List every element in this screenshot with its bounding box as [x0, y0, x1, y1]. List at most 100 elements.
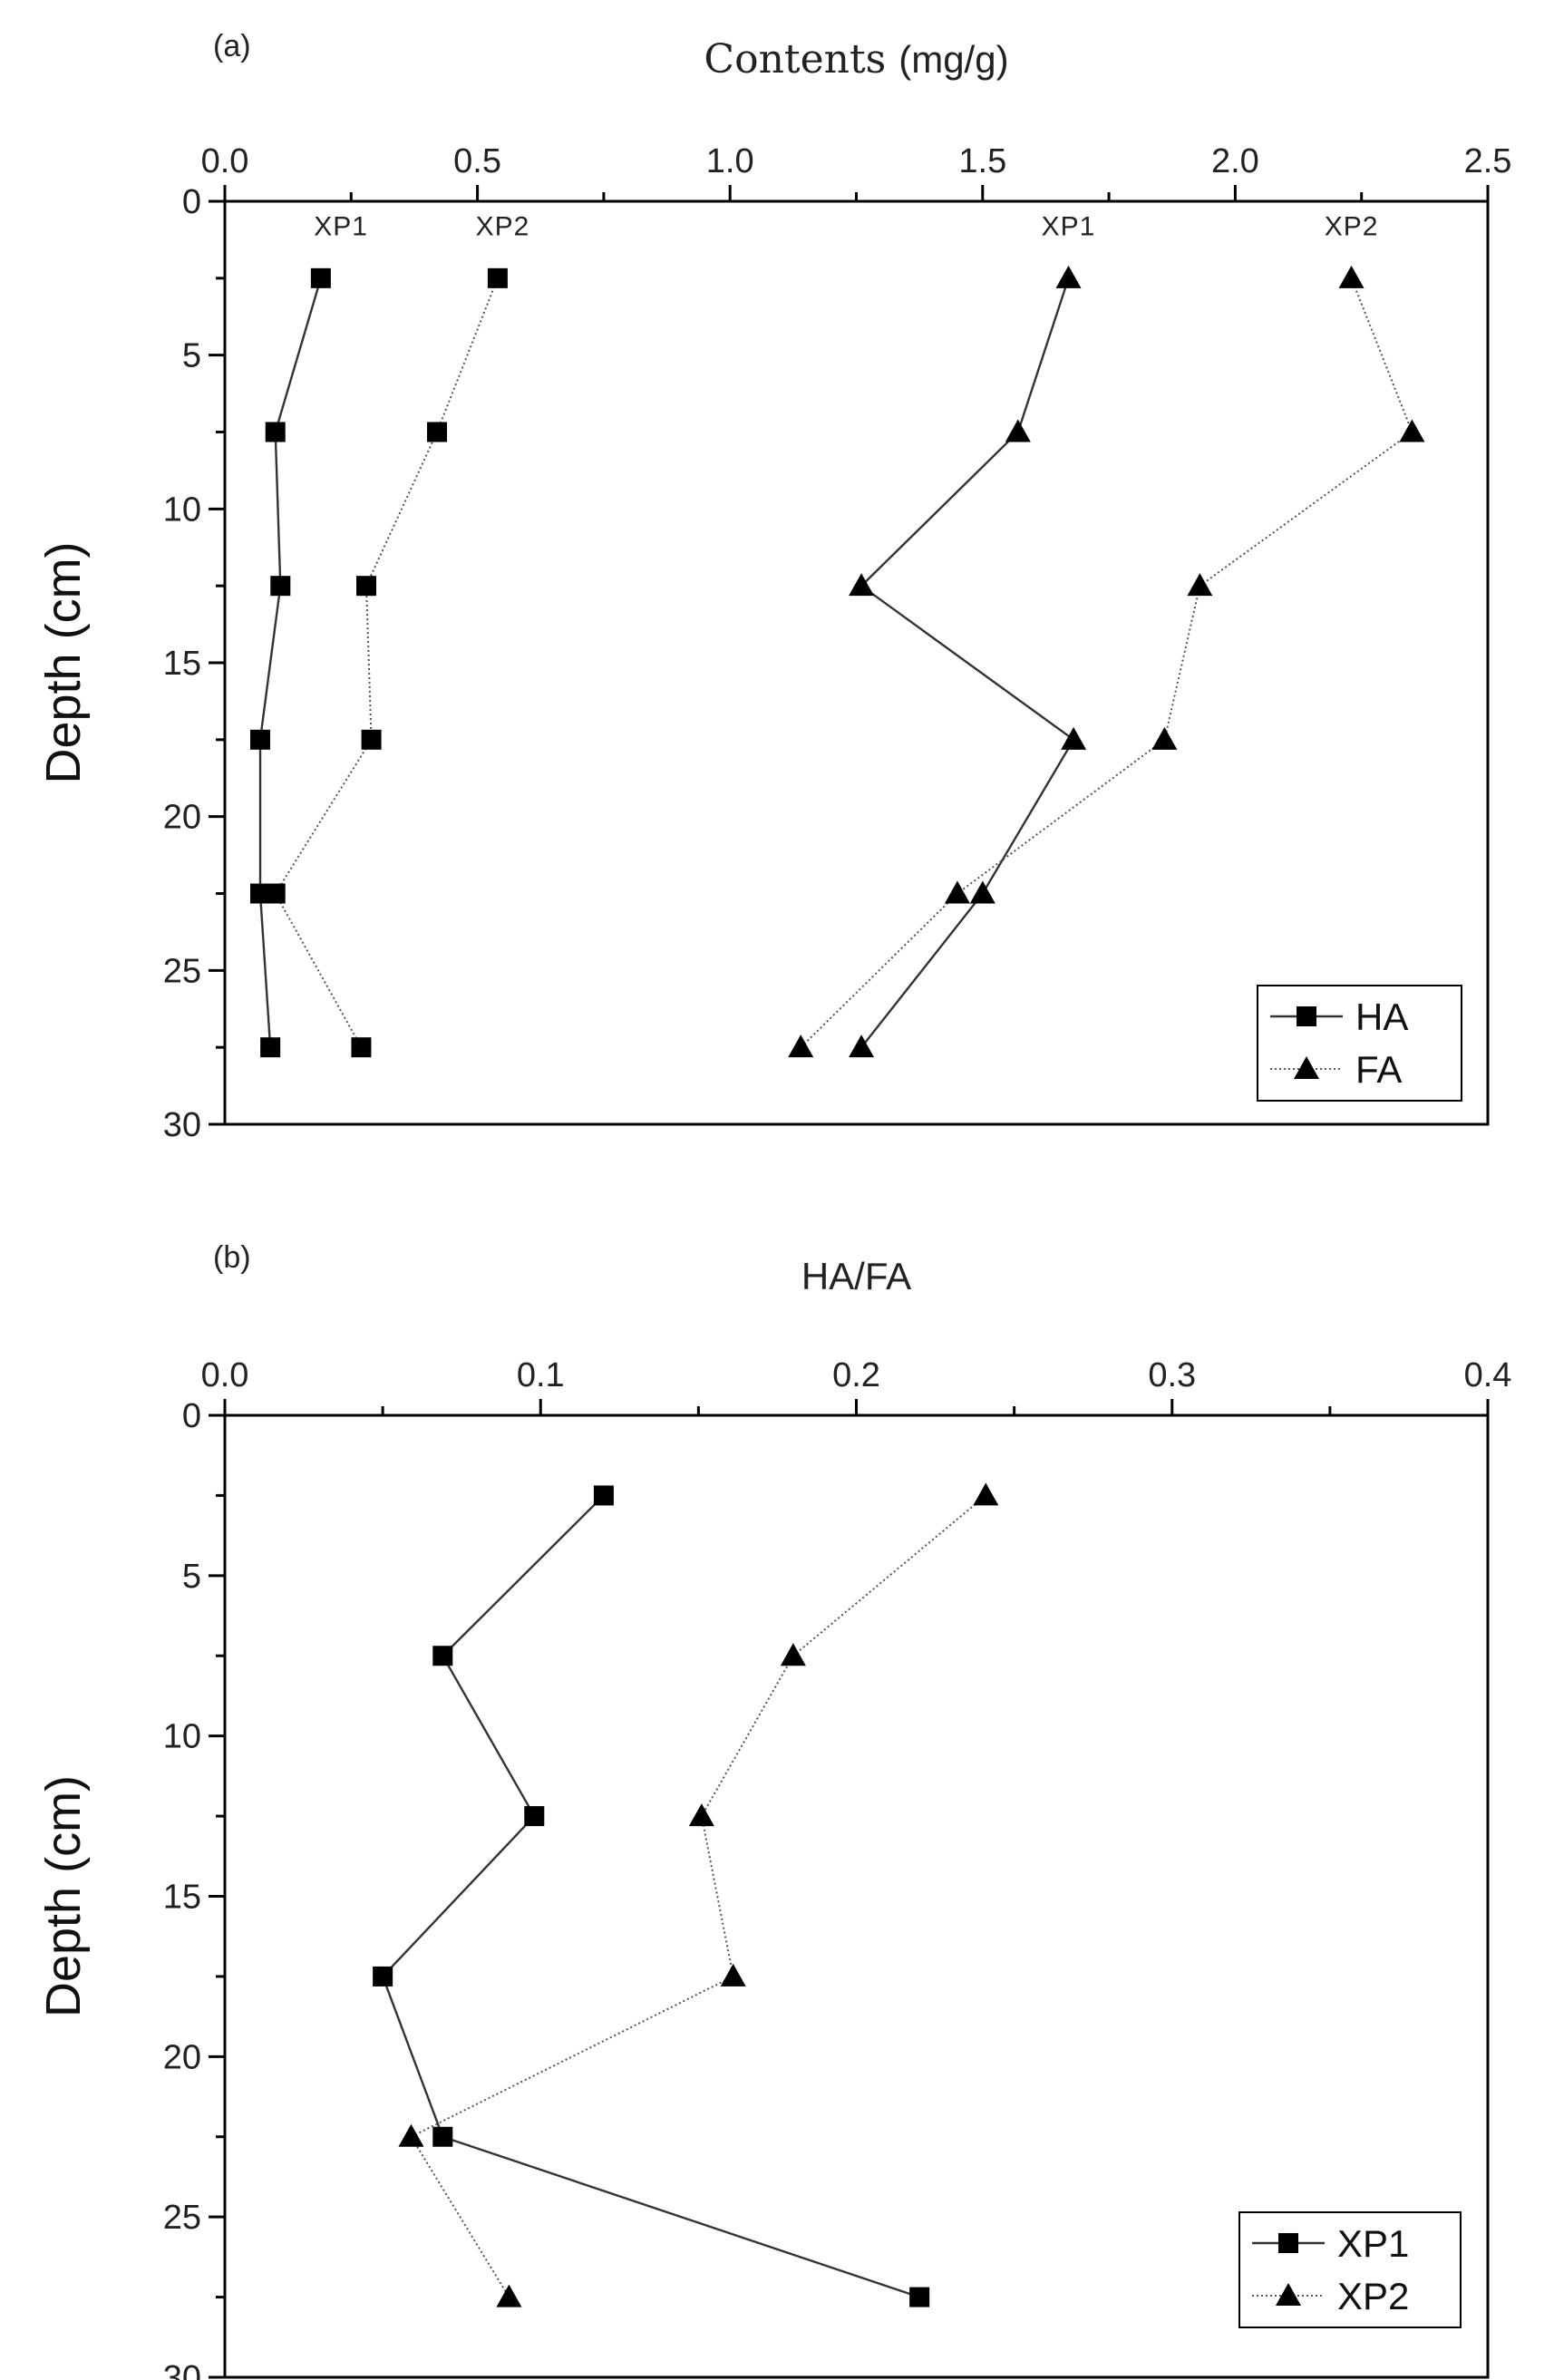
panel-b-series-xp2-line	[410, 1494, 986, 2298]
panel-a-legend-box	[1257, 985, 1462, 1102]
panel-a-legend-label: FA	[1355, 1048, 1402, 1091]
panel-b-series-xp2-point	[398, 2123, 424, 2147]
panel-a-y-tick-label: 20	[163, 799, 201, 837]
panel-b-series-xp2-point	[496, 2284, 522, 2307]
panel-a-legend-entry: FA	[1270, 1048, 1402, 1091]
panel-b-series-xp2-point	[720, 1963, 746, 1987]
panel-a-series-ha-xp2-point	[265, 883, 286, 904]
panel-a-series-fa-xp2-point	[1338, 265, 1365, 288]
panel-a-series-ha-xp1	[250, 267, 331, 1058]
panel-a-series	[250, 265, 1425, 1058]
panel-a-series-ha-xp1-point	[265, 422, 286, 442]
panel-a-annotations: XP1 XP2 XP1 XP2	[314, 211, 1379, 241]
panel-a-annotation: XP2	[1325, 211, 1379, 241]
panel-b-x-tick-label: 0.1	[517, 1356, 565, 1394]
panel-b-y-tick-label: 20	[163, 2038, 201, 2076]
panel-a-series-ha-xp1-point	[260, 1037, 281, 1058]
panel-b-series-xp1-point	[373, 1966, 393, 1987]
panel-a-y-tick-label: 15	[163, 645, 201, 683]
panel-a-series-ha-xp2-point	[356, 576, 377, 597]
panel-b-legend-entry: XP1	[1252, 2222, 1409, 2265]
panel-a-series-fa-xp1-point	[849, 573, 875, 597]
panel-a-series-fa-xp1-point	[849, 1035, 875, 1058]
panel-b-label: (b)	[213, 1240, 251, 1275]
panel-a-legend-label: HA	[1355, 996, 1408, 1038]
panel-b-series-xp1-point	[432, 2126, 453, 2147]
panel-b-series-xp1-point	[909, 2287, 930, 2307]
panel-b-series-xp1-point	[432, 1646, 453, 1666]
panel-b-series-xp1-point	[593, 1485, 614, 1506]
panel-a-x-tick-label: 2.0	[1211, 142, 1259, 180]
panel-b-legend-marker	[1276, 2283, 1301, 2306]
panel-b-x-axis-title: HA/FA	[801, 1255, 911, 1297]
panel-b-legend-marker	[1278, 2233, 1298, 2253]
panel-a-y-tick-label: 5	[182, 337, 201, 375]
panel-a-x-tick-label: 1.5	[958, 142, 1006, 180]
panel-a-x-tick-label: 0.5	[453, 142, 501, 180]
panel-b-axes: 0.0 0.1 0.2 0.3 0.4 0 5 10 15 20 25 30	[163, 1356, 1512, 2380]
panel-b-y-tick-label: 10	[163, 1718, 201, 1756]
panel-b-series-xp2-point	[780, 1643, 806, 1666]
panel-a-axes: 0.0 0.5 1.0 1.5 2.0 2.5 0 5 10 15 20 25 30	[163, 142, 1512, 1144]
panel-a-y-tick-label: 30	[163, 1106, 201, 1144]
panel-a-annotation: XP2	[476, 211, 530, 241]
panel-a-series-fa-xp1	[849, 265, 1087, 1058]
panel-a-x-tick-label: 1.0	[706, 142, 754, 180]
panel-a-series-ha-xp2-point	[487, 267, 508, 288]
panel-a-x-tick-label: 2.5	[1464, 142, 1512, 180]
panel-a-series-fa-xp1-point	[969, 880, 996, 904]
panel-b-legend-box	[1238, 2211, 1462, 2328]
panel-a-series-ha-xp2-point	[427, 422, 448, 442]
panel-a-series-ha-xp2-point	[361, 729, 382, 750]
panel-b-series-xp1	[373, 1485, 930, 2307]
panel-b-y-tick-label: 25	[163, 2199, 201, 2237]
panel-a-series-ha-xp1-point	[310, 267, 331, 288]
panel-a-series-fa-xp1-point	[1061, 726, 1087, 750]
panel-a-annotation: XP1	[1042, 211, 1096, 241]
panel-a-legend-entry: HA	[1270, 996, 1408, 1038]
panel-b-y-tick-label: 5	[182, 1558, 201, 1596]
panel-b-series-xp2-point	[688, 1803, 714, 1827]
panel-a-y-axis-title: Depth (cm)	[36, 541, 91, 783]
panel-a-legend: HA FA	[1257, 985, 1462, 1102]
panel-a-series-fa-xp2-point	[788, 1035, 814, 1058]
panel-a-series-fa-xp2-point	[1151, 726, 1178, 750]
panel-a-y-tick-label: 25	[163, 952, 201, 990]
panel-a-series-fa-xp2-point	[1187, 573, 1213, 597]
panel-a-series-fa-xp2-point	[1399, 419, 1425, 442]
panel-a-legend-marker	[1297, 1006, 1316, 1026]
panel-b-series-xp1-point	[524, 1806, 545, 1827]
panel-a: (a) Contents (mg/g) Depth (cm) 0.0 0.5 1.0…	[36, 29, 1511, 1144]
panel-b: (b) HA/FA Depth (cm) 0.0 0.1 0.2 0.3 0.4 0 5 10…	[36, 1240, 1511, 2380]
panel-a-series-fa-xp1-point	[1055, 265, 1082, 288]
panel-b-y-axis-title: Depth (cm)	[36, 1775, 91, 2017]
panel-b-series-xp2	[398, 1482, 999, 2307]
panel-a-y-tick-label: 0	[182, 183, 201, 221]
panel-a-series-fa-xp2	[788, 265, 1425, 1058]
panel-a-label: (a)	[213, 29, 251, 63]
panel-a-x-axis-title-unit: (mg/g)	[898, 38, 1008, 81]
panel-a-series-fa-xp2-point	[944, 880, 970, 904]
panel-b-legend-label: XP2	[1337, 2275, 1409, 2317]
panel-b-x-tick-label: 0.3	[1148, 1356, 1196, 1394]
panel-a-x-axis-title: Contents (mg/g)	[704, 36, 1008, 83]
panel-a-series-fa-xp1-point	[1005, 419, 1031, 442]
panel-b-x-tick-label: 0.2	[832, 1356, 880, 1394]
panel-b-y-tick-label: 0	[182, 1397, 201, 1435]
panel-a-annotation: XP1	[314, 211, 368, 241]
panel-a-series-ha-xp2-point	[351, 1037, 372, 1058]
panel-b-series-xp1-line	[381, 1494, 920, 2298]
panel-b-series-xp2-point	[973, 1482, 999, 1506]
panel-a-series-ha-xp2-line	[274, 277, 499, 1048]
panel-a-x-tick-label: 0.0	[201, 142, 249, 180]
panel-a-series-fa-xp1-line	[860, 277, 1075, 1048]
panel-a-series-fa-xp2-line	[800, 277, 1413, 1048]
panel-b-y-tick-label: 30	[163, 2359, 201, 2380]
panel-b-legend-entry: XP2	[1252, 2275, 1409, 2317]
panel-a-series-ha-xp1-point	[250, 883, 271, 904]
panel-a-series-ha-xp1-point	[250, 729, 271, 750]
panel-a-x-axis-title-prefix: Contents	[704, 36, 898, 83]
panel-b-series	[373, 1482, 999, 2307]
